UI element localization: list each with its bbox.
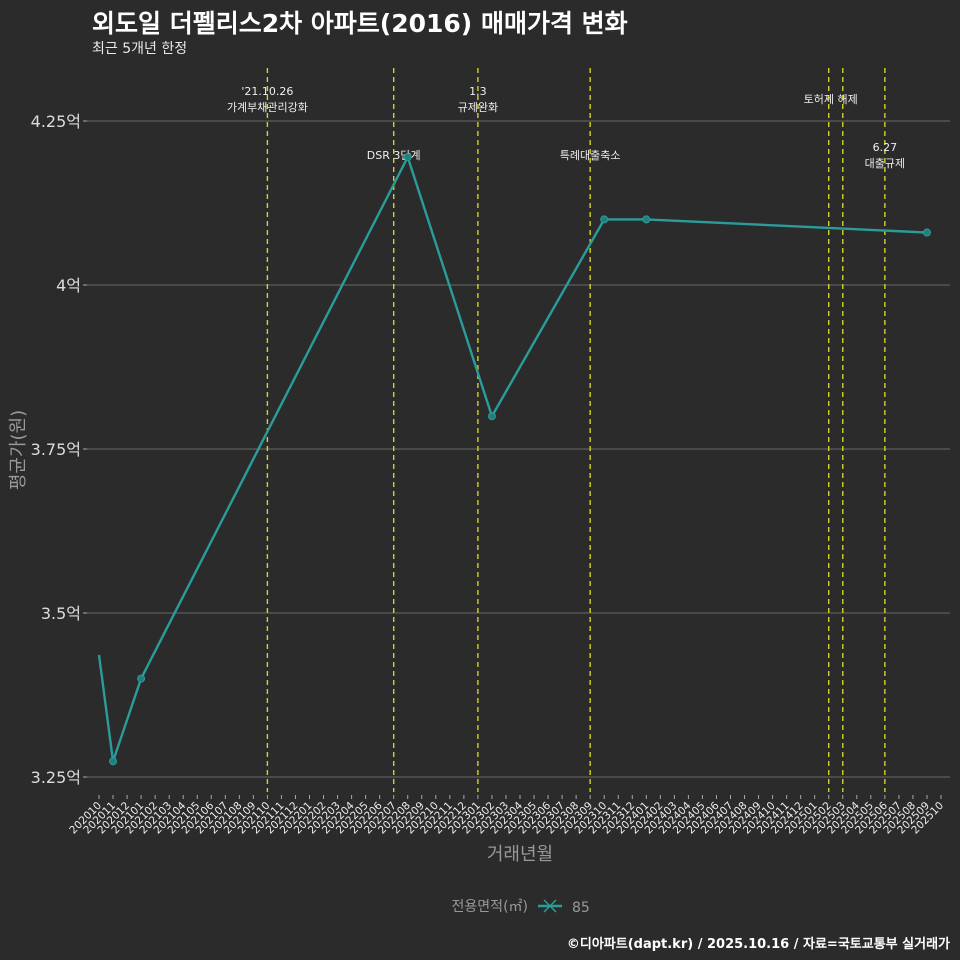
data-point [137, 674, 146, 683]
y-tick-label: 4억 [56, 276, 81, 295]
event-label: 규제완화 [458, 101, 498, 114]
y-axis-title: 평균가(원) [8, 410, 29, 490]
legend-title: 전용면적(㎡) [452, 899, 528, 915]
data-point [109, 757, 118, 766]
event-label: 대출규제 [865, 157, 905, 170]
legend-marker-icon [543, 899, 557, 913]
event-label: DSR 3단계 [367, 149, 421, 162]
data-point [403, 153, 412, 162]
y-tick-label: 3.25억 [31, 768, 81, 787]
data-point [922, 228, 931, 237]
chart-title: 외도일 더펠리스2차 아파트(2016) 매매가격 변화 [92, 9, 628, 38]
event-label: 특례대출축소 [560, 149, 621, 162]
source-caption: ©디아파트(dapt.kr) / 2025.10.16 / 자료=국토교통부 실… [566, 937, 950, 952]
event-label: 토허제 해제 [804, 92, 858, 106]
x-axis-title: 거래년월 [487, 844, 553, 865]
event-label: 1.3 [469, 85, 487, 98]
data-point [600, 215, 609, 224]
data-point [642, 215, 651, 224]
event-label: 가계부채관리강화 [227, 101, 308, 114]
data-point [487, 412, 496, 421]
y-tick-label: 3.5억 [41, 604, 81, 623]
chart-subtitle: 최근 5개년 한정 [92, 41, 188, 57]
legend-label: 85 [572, 900, 590, 916]
y-tick-label: 3.75억 [31, 440, 81, 459]
series-line-85 [97, 153, 928, 762]
y-tick-label: 4.25억 [31, 112, 81, 131]
event-label: '21.10.26 [241, 85, 293, 98]
event-label: 6.27 [873, 141, 898, 154]
